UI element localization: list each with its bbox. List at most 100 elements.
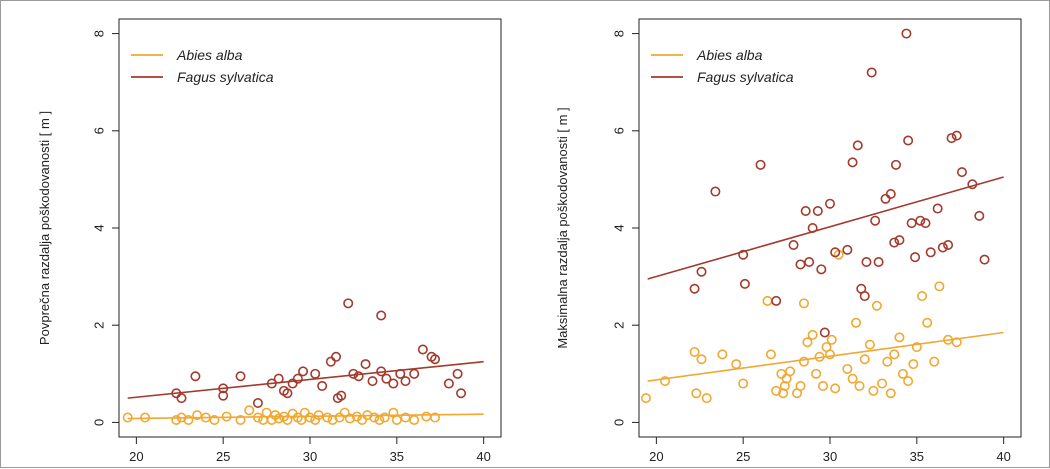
panel-2-abies-alba-point — [785, 366, 796, 377]
panel-2-abies-alba-point — [830, 383, 841, 394]
panel-2-legend-fagus-sylvatica-label: Fagus sylvatica — [697, 69, 794, 85]
panel-2-fagus-sylvatica-point — [819, 327, 830, 338]
panel-1-legend-abies-alba-label: Abies alba — [176, 47, 243, 63]
panel-2-fagus-sylvatica-point — [906, 218, 917, 229]
panel-2-abies-alba-point — [871, 300, 882, 311]
panel-2-y-axis-label: Maksimalna razdalja poškodovanosti [ m ] — [555, 107, 570, 348]
panel-2-fagus-sylvatica-point — [910, 252, 921, 263]
panel-2-abies-alba-point — [854, 380, 865, 391]
panel-2-abies-alba-point — [897, 368, 908, 379]
panel-1-fagus-sylvatica-point — [400, 376, 411, 387]
panel-2-abies-alba-point — [798, 298, 809, 309]
panel-2-abies-alba-point — [894, 332, 905, 343]
panel-2-y-tick-label: 4 — [612, 224, 627, 231]
panel-2-fagus-sylvatica-point — [830, 247, 841, 258]
panel-1-abies-alba-point — [192, 410, 203, 421]
panel-2-fagus-sylvatica-point — [824, 198, 835, 209]
panel-2-abies-alba-point — [877, 378, 888, 389]
panel-1-abies-alba-point — [374, 414, 385, 425]
panel-2-fagus-sylvatica-point — [847, 157, 858, 168]
panel-1-abies-alba-point — [183, 414, 194, 425]
panel-1-legend-fagus-sylvatica-label: Fagus sylvatica — [177, 69, 274, 85]
panel-2-abies-alba-point — [778, 388, 789, 399]
panel-1-abies-alba-point — [313, 410, 324, 421]
panel-2-fagus-sylvatica-point — [689, 283, 700, 294]
panel-1-x-tick-label: 35 — [390, 449, 404, 464]
panel-2-fagus-sylvatica-point — [738, 249, 749, 260]
panel-2-fagus-sylvatica-point — [866, 67, 877, 78]
panel-1-fagus-sylvatica-point — [252, 397, 263, 408]
panel-1-abies-alba-point — [122, 412, 133, 423]
panel-2-fagus-sylvatica-point — [885, 188, 896, 199]
panel-2-abies-alba-point — [738, 378, 749, 389]
panel-2-abies-alba-point — [660, 376, 671, 387]
panel-2-abies-alba-point — [795, 380, 806, 391]
panel-2-fagus-sylvatica-point — [937, 242, 948, 253]
panel-1-y-axis-label: Povprečna razdalja poškodovanosti [ m ] — [37, 111, 52, 345]
panel-2-abies-alba-point — [824, 349, 835, 360]
panel-2-abies-alba-point — [929, 356, 940, 367]
panel-2-abies-alba-point — [826, 334, 837, 345]
panel-2-fagus-sylvatica-point — [901, 28, 912, 39]
panel-2-abies-alba-point — [842, 363, 853, 374]
panel-2-fagus-sylvatica-point — [903, 135, 914, 146]
panel-1-fagus-sylvatica-point — [292, 373, 303, 384]
panel-1-abies-alba-point — [209, 414, 220, 425]
panel-2-x-tick-label: 30 — [823, 449, 837, 464]
panel-1-y-tick-label: 4 — [92, 224, 107, 231]
panel-2-fagus-sylvatica-point — [859, 291, 870, 302]
panel-2-abies-alba-point — [798, 356, 809, 367]
panel-2-abies-alba-point — [889, 349, 900, 360]
panel-2-fagus-sylvatica-trend-line — [647, 176, 1004, 280]
panel-2-fagus-sylvatica-point — [956, 167, 967, 178]
panel-2-legend-abies-alba-label: Abies alba — [696, 47, 763, 63]
panel-1-fagus-sylvatica-point — [282, 388, 293, 399]
panel-2-fagus-sylvatica-point — [696, 266, 707, 277]
panel-2-fagus-sylvatica-point — [739, 278, 750, 289]
panel-1-abies-alba-point — [369, 412, 380, 423]
panel-1-x-tick-label: 30 — [303, 449, 317, 464]
panel-1-abies-alba-point — [244, 405, 255, 416]
panel-2-fagus-sylvatica-point — [710, 186, 721, 197]
panel-2-abies-alba-point — [885, 388, 896, 399]
panel-2-x-tick-label: 35 — [910, 449, 924, 464]
panel-1-fagus-sylvatica-point — [317, 380, 328, 391]
panel-1-fagus-sylvatica-point — [381, 373, 392, 384]
panel-2-fagus-sylvatica-point — [932, 203, 943, 214]
panel-2-abies-alba-point — [851, 317, 862, 328]
panel-2-abies-alba-point — [696, 354, 707, 365]
panel-1-fagus-sylvatica-point — [452, 368, 463, 379]
panel-1-fagus-sylvatica-point — [336, 390, 347, 401]
panel-2-abies-alba-point — [882, 356, 893, 367]
panel-2-fagus-sylvatica-point — [795, 259, 806, 270]
panel-1-abies-alba-trend-line — [127, 413, 484, 420]
panel-2-abies-alba-point — [917, 291, 928, 302]
panel-2-abies-alba-point — [640, 393, 651, 404]
panel-1-abies-alba-point — [339, 407, 350, 418]
panel-2-abies-alba-point — [847, 373, 858, 384]
panel-2-fagus-sylvatica-point — [870, 215, 881, 226]
panel-2-fagus-sylvatica-point — [816, 264, 827, 275]
panel-1-fagus-sylvatica-trend-line — [127, 360, 484, 399]
panel-2-abies-alba-point — [776, 368, 787, 379]
panel-1-fagus-sylvatica-point — [360, 359, 371, 370]
panel-1-fagus-sylvatica-point — [325, 356, 336, 367]
panel-2-fagus-sylvatica-point — [915, 215, 926, 226]
panel-1-y-tick-label: 2 — [92, 322, 107, 329]
panel-1-fagus-sylvatica-point — [310, 368, 321, 379]
panel-2-abies-alba-point — [922, 317, 933, 328]
panel-2-abies-alba-point — [864, 339, 875, 350]
panel-2-fagus-sylvatica-point — [873, 257, 884, 268]
panel-1-fagus-sylvatica-point — [235, 371, 246, 382]
panel-2-abies-alba-point — [859, 354, 870, 365]
panel-1-x-tick-label: 20 — [129, 449, 143, 464]
panel-2-abies-alba-point — [934, 281, 945, 292]
panel-2-y-tick-label: 6 — [612, 127, 627, 134]
panel-2-fagus-sylvatica-point — [920, 218, 931, 229]
panel-2-fagus-sylvatica-point — [890, 159, 901, 170]
panel-2-abies-alba-point — [779, 380, 790, 391]
panel-1-abies-alba-point — [400, 412, 411, 423]
panel-1-fagus-sylvatica-point — [417, 344, 428, 355]
panel-1-x-tick-label: 25 — [216, 449, 230, 464]
